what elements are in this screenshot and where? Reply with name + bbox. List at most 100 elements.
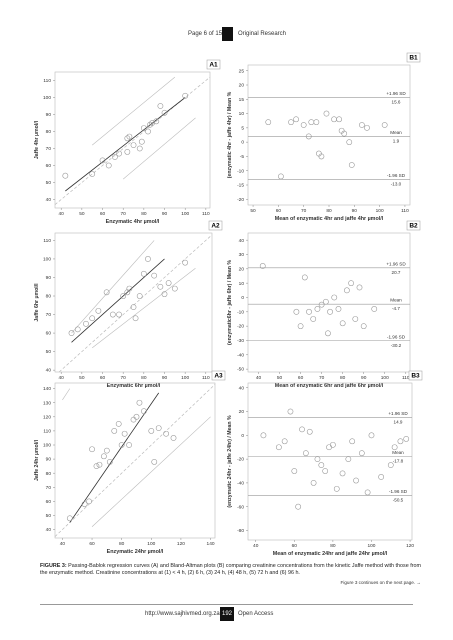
data-point [163, 430, 170, 437]
reference-value: 14.9 [394, 420, 403, 425]
data-point [301, 274, 308, 281]
x-tick-label: 50 [79, 211, 85, 217]
x-axis-label: Enzymatic 6hr µmol/l [107, 383, 161, 389]
data-point [151, 272, 158, 279]
data-point [391, 444, 398, 451]
data-point [89, 315, 96, 322]
data-point [339, 320, 346, 327]
section: Original Research [238, 31, 287, 37]
reference-value: 1.9 [393, 139, 400, 144]
reference-name: +1.96 SD [386, 261, 406, 266]
x-tick-label: 80 [330, 543, 336, 549]
data-point [318, 153, 325, 160]
data-point [403, 436, 410, 442]
x-axis-label: Enzymatic 4hr µmol/l [106, 219, 160, 225]
data-point [341, 130, 348, 137]
y-axis-label: Jaffe 24hr µmol/l [34, 439, 40, 481]
x-tick-label: 50 [79, 375, 85, 381]
data-point [260, 432, 267, 439]
panel-label-box [211, 370, 226, 381]
x-tick-label: 90 [162, 211, 168, 217]
y-tick-label: 80 [46, 129, 52, 135]
data-point [305, 133, 312, 140]
data-point [308, 119, 315, 126]
data-point [121, 430, 128, 437]
y-tick-label: 70 [46, 146, 52, 152]
x-tick-label: 80 [141, 375, 147, 381]
data-point [314, 306, 321, 312]
y-tick-label: -60 [237, 504, 244, 510]
x-tick-label: 100 [376, 208, 384, 214]
reference-name: Mean [390, 298, 402, 303]
header-box [222, 27, 233, 41]
data-point [335, 306, 342, 312]
x-tick-label: 90 [352, 208, 358, 214]
plot-frame [247, 382, 413, 541]
y-tick-label: 100 [43, 95, 51, 101]
data-point [157, 283, 164, 290]
y-tick-label: 110 [43, 429, 51, 435]
data-point [95, 307, 102, 314]
y-axis-label: (enzymatic 4hr - jaffe 4hr) / Mean % [227, 91, 233, 178]
x-tick-label: 50 [277, 375, 283, 381]
y-tick-label: -20 [237, 197, 244, 203]
x-tick-label: 110 [402, 375, 410, 381]
data-point [130, 142, 137, 148]
data-point [297, 323, 304, 330]
data-point [182, 259, 189, 266]
y-axis-label: (enzymatic6hr - jaffe 6hr) / Mean % [227, 260, 233, 345]
panel-label-box [206, 59, 221, 70]
data-point [116, 150, 122, 157]
footer-page: 192 [220, 607, 234, 621]
data-point [306, 308, 312, 315]
data-point [353, 477, 359, 484]
y-tick-label: 5 [241, 125, 244, 131]
data-point [124, 289, 131, 296]
y-tick-label: 140 [43, 386, 51, 392]
panel-label: A1 [209, 62, 218, 69]
x-tick-label: 110 [202, 375, 210, 381]
confidence-line [92, 267, 196, 349]
y-tick-label: 25 [239, 68, 245, 74]
caption: FIGURE 3: Passing-Bablok regression curv… [40, 563, 425, 577]
caption-text: Passing-Bablok regression curves (A) and… [40, 563, 422, 576]
data-point [336, 116, 343, 123]
y-tick-label: -20 [237, 457, 244, 463]
data-point [356, 284, 363, 291]
y-tick-label: 15 [239, 97, 245, 103]
data-point [343, 287, 350, 294]
reference-name: Mean [390, 130, 402, 135]
x-tick-label: 110 [202, 211, 210, 217]
data-point [105, 162, 112, 169]
panel-label-box [408, 370, 423, 381]
data-point [103, 447, 110, 454]
x-tick-label: 80 [326, 208, 332, 214]
x-axis-label: Mean of enzymatic 4hr and jaffe 4hr µmol… [275, 216, 384, 222]
x-tick-label: 40 [253, 543, 259, 549]
data-point [318, 301, 325, 308]
x-tick-label: 110 [401, 208, 409, 214]
panel-label: B3 [411, 373, 420, 380]
footer-url: http://www.sajhivmed.org.za [145, 611, 220, 617]
x-tick-label: 70 [319, 375, 325, 381]
data-point [74, 326, 81, 333]
data-point [171, 285, 178, 292]
data-point [348, 280, 354, 287]
data-point [165, 280, 172, 286]
reference-name: +1.96 SD [388, 411, 408, 416]
y-tick-label: -5 [240, 154, 245, 160]
y-tick-label: -10 [237, 168, 244, 174]
data-point [120, 293, 127, 299]
data-point [140, 270, 147, 277]
y-tick-label: 110 [43, 238, 51, 244]
reference-value: 15.6 [392, 100, 401, 105]
regression-line [65, 97, 186, 192]
data-point [161, 291, 168, 298]
data-point [99, 157, 106, 164]
data-point [293, 116, 299, 123]
data-point [364, 489, 371, 496]
y-tick-label: 40 [46, 527, 52, 533]
confidence-line [71, 240, 155, 334]
data-point [313, 119, 320, 126]
